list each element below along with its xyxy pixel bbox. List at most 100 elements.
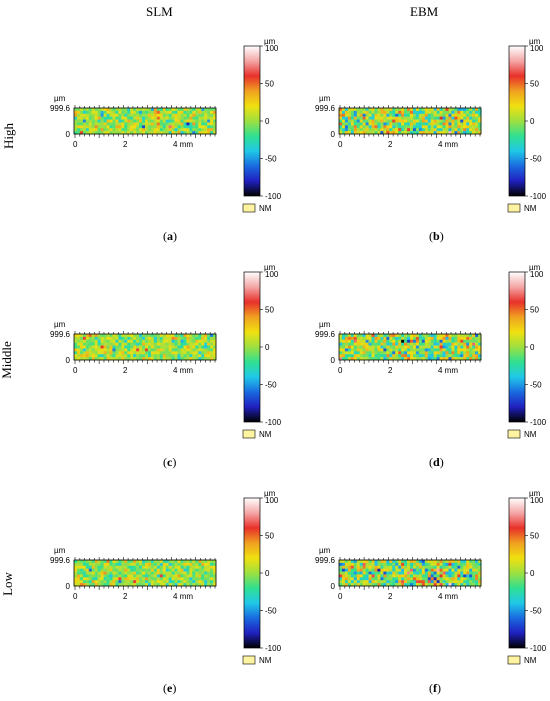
surface-cell	[421, 116, 426, 120]
colorbar-tick-label: -50	[530, 155, 542, 164]
surface-cell	[401, 357, 405, 361]
surface-cell	[374, 125, 378, 129]
surface-cell	[94, 131, 98, 135]
surface-cell	[204, 131, 208, 135]
surface-cell	[356, 580, 361, 584]
surface-cell	[412, 116, 417, 120]
surface-cell	[174, 119, 178, 123]
surface-cell	[153, 113, 158, 117]
surface-cell	[136, 345, 140, 349]
surface-cell	[427, 580, 432, 584]
surface-cell	[204, 125, 208, 129]
surface-cell	[207, 574, 211, 578]
surface-cell	[145, 122, 149, 126]
surface-cell	[412, 113, 417, 117]
surface-cell	[204, 348, 208, 352]
surface-cell	[100, 562, 104, 567]
surface-cell	[389, 110, 393, 115]
colorbar-tick-label: 50	[265, 532, 274, 541]
surface-cell	[454, 334, 458, 338]
surface-cell	[136, 334, 140, 338]
surface-cell	[136, 571, 140, 575]
surface-cell	[380, 580, 384, 584]
surface-cell	[404, 565, 408, 569]
surface-cell	[371, 342, 375, 346]
surface-cell	[198, 357, 202, 361]
surface-cell	[145, 342, 149, 346]
surface-cell	[368, 577, 372, 581]
surface-cell	[389, 571, 393, 575]
surface-cell	[82, 560, 87, 564]
surface-cell	[97, 583, 101, 587]
surface-cell	[353, 357, 358, 361]
surface-cell	[136, 110, 140, 115]
surface-cell	[97, 110, 101, 115]
surface-cell	[189, 574, 193, 578]
surface-cell	[100, 334, 104, 338]
surface-cell	[350, 357, 355, 361]
surface-cell	[472, 571, 476, 575]
surface-cell	[210, 565, 214, 569]
surface-cell	[82, 354, 87, 358]
surface-cell	[189, 580, 193, 584]
surface-cell	[371, 334, 375, 338]
surface-cell	[88, 128, 93, 132]
surface-cell	[174, 574, 178, 578]
surface-cell	[401, 560, 405, 564]
surface-cell	[186, 113, 190, 117]
surface-cell	[195, 108, 199, 112]
surface-cell	[451, 336, 455, 341]
surface-cell	[433, 108, 437, 112]
surface-cell	[180, 128, 184, 132]
surface-cell	[112, 577, 116, 581]
surface-cell	[339, 339, 343, 343]
surface-cell	[430, 131, 434, 135]
surface-cell	[168, 354, 172, 358]
surface-cell	[85, 128, 90, 132]
surface-cell	[478, 131, 482, 135]
surface-cell	[112, 334, 116, 338]
surface-cell	[380, 128, 384, 132]
surface-cell	[204, 336, 208, 341]
surface-cell	[460, 122, 464, 126]
surface-cell	[339, 108, 343, 112]
surface-cell	[368, 108, 372, 112]
surface-cell	[165, 113, 169, 117]
surface-cell	[201, 348, 205, 352]
surface-cell	[85, 580, 90, 584]
surface-cell	[139, 560, 143, 564]
surface-cell	[350, 116, 355, 120]
surface-cell	[430, 116, 434, 120]
surface-cell	[353, 342, 358, 346]
surface-cell	[192, 562, 196, 567]
surface-cell	[127, 334, 131, 338]
surface-cell	[415, 110, 420, 115]
y-axis-top-label: 999.6	[315, 330, 336, 339]
surface-cell	[410, 113, 414, 117]
surface-cell	[371, 357, 375, 361]
surface-map-frame-e	[73, 559, 217, 587]
surface-cell	[353, 125, 358, 129]
surface-cell	[359, 354, 363, 358]
surface-cell	[210, 345, 214, 349]
surface-cell	[421, 113, 426, 117]
surface-cell	[180, 345, 184, 349]
surface-cell	[451, 565, 455, 569]
surface-cell	[418, 568, 423, 572]
surface-cell	[389, 116, 393, 120]
surface-cell	[136, 354, 140, 358]
surface-cell	[469, 571, 473, 575]
surface-cell	[389, 562, 393, 567]
surface-cell	[448, 562, 452, 567]
surface-cell	[407, 108, 411, 112]
surface-cell	[445, 119, 449, 123]
surface-cell	[356, 345, 361, 349]
surface-cell	[103, 334, 107, 338]
surface-cell	[463, 131, 467, 135]
surface-cell	[463, 334, 467, 338]
surface-cell	[121, 119, 125, 123]
surface-cell	[427, 128, 432, 132]
surface-cell	[377, 108, 381, 112]
surface-cell	[347, 560, 352, 564]
surface-cell	[139, 125, 143, 129]
